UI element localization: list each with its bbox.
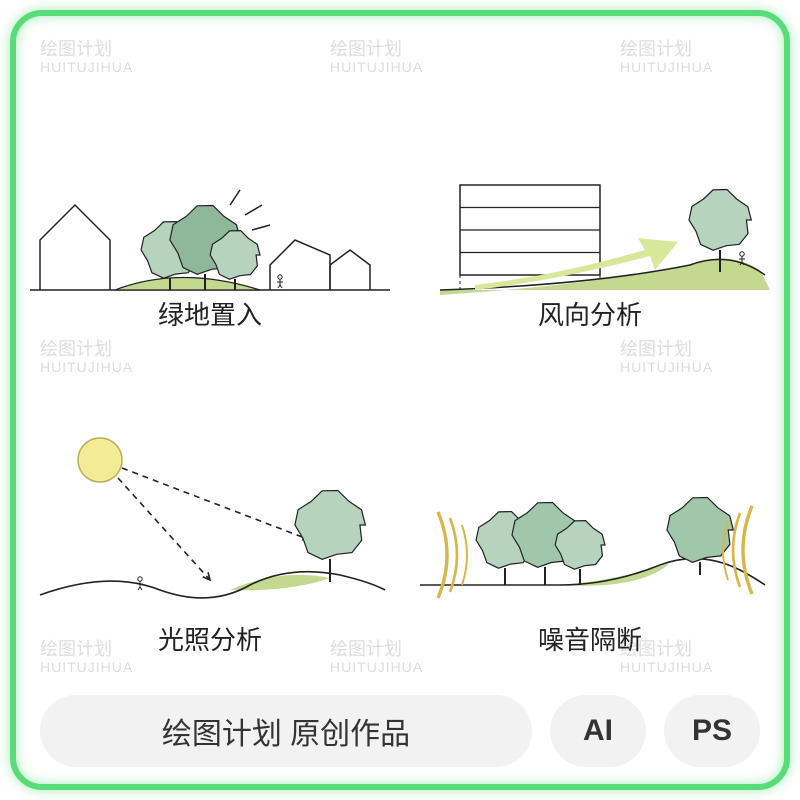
footer-title: 绘图计划 原创作品 <box>40 695 532 767</box>
watermark: 绘图计划HUITUJIHUA <box>620 40 713 75</box>
watermark: 绘图计划HUITUJIHUA <box>330 40 423 75</box>
panel-label-wind-analysis: 风向分析 <box>410 295 770 332</box>
panel-label-green-space: 绿地置入 <box>30 295 390 332</box>
panel-label-noise-barrier: 噪音隔断 <box>410 620 770 657</box>
footer: 绘图计划 原创作品AIPS <box>40 692 760 770</box>
badge-ai: AI <box>550 695 646 767</box>
panel-label-light-analysis: 光照分析 <box>30 620 390 657</box>
watermark: 绘图计划HUITUJIHUA <box>40 40 133 75</box>
badge-ps: PS <box>664 695 760 767</box>
